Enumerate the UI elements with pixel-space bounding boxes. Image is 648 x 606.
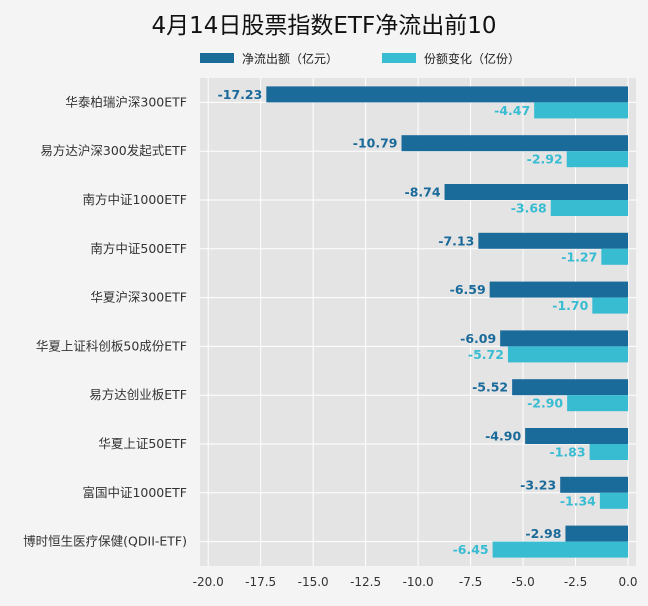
legend-swatch-net-outflow [200, 53, 234, 63]
x-tick-label: -17.5 [245, 575, 276, 589]
bar-share-change [589, 444, 628, 460]
bar-net-outflow [512, 379, 628, 396]
category-label: 华夏沪深300ETF [90, 290, 187, 305]
legend-swatch-share-change [382, 53, 416, 63]
category-label: 华泰柏瑞沪深300ETF [65, 94, 187, 109]
category-label: 富国中证1000ETF [82, 485, 187, 500]
x-tick-label: -12.5 [350, 575, 381, 589]
bar-share-change [492, 541, 628, 558]
data-label-net-outflow: -5.52 [472, 380, 508, 395]
bar-net-outflow [500, 330, 628, 347]
legend-label-share-change: 份额变化（亿份） [424, 52, 521, 66]
data-label-net-outflow: -6.09 [460, 331, 496, 346]
category-label: 博时恒生医疗保健(QDII-ETF) [23, 534, 187, 549]
bar-net-outflow [565, 525, 628, 542]
x-tick-label: -2.5 [564, 575, 587, 589]
x-tick-label: 0.0 [618, 575, 637, 589]
data-label-share-change: -2.92 [527, 152, 563, 167]
category-label: 易方达创业板ETF [89, 387, 187, 402]
category-label: 南方中证500ETF [90, 241, 187, 256]
data-label-net-outflow: -6.59 [450, 282, 486, 297]
data-label-net-outflow: -8.74 [405, 185, 441, 200]
x-tick-label: -7.5 [459, 575, 482, 589]
bar-net-outflow [401, 135, 628, 152]
bar-share-change [566, 151, 628, 168]
data-label-share-change: -5.72 [468, 347, 504, 362]
bar-net-outflow [489, 281, 628, 298]
data-label-net-outflow: -17.23 [218, 87, 263, 102]
data-label-share-change: -6.45 [453, 542, 489, 557]
category-label: 南方中证1000ETF [82, 192, 187, 207]
bar-share-change [599, 492, 628, 509]
data-label-share-change: -3.68 [511, 201, 547, 216]
bar-share-change [534, 102, 628, 119]
category-label: 华夏上证50ETF [98, 436, 187, 451]
x-tick-label: -10.0 [403, 575, 434, 589]
data-label-net-outflow: -2.98 [525, 526, 561, 541]
bar-net-outflow [478, 232, 628, 249]
bar-share-change [507, 346, 628, 363]
data-label-net-outflow: -10.79 [353, 136, 398, 151]
data-label-net-outflow: -4.90 [485, 429, 521, 444]
data-label-share-change: -2.90 [527, 396, 563, 411]
data-label-share-change: -4.47 [494, 103, 530, 118]
category-label: 易方达沪深300发起式ETF [40, 143, 187, 158]
data-label-net-outflow: -3.23 [520, 477, 556, 492]
bar-share-change [592, 297, 628, 314]
data-label-share-change: -1.27 [561, 249, 597, 264]
bar-net-outflow [266, 86, 628, 103]
bar-net-outflow [525, 428, 628, 444]
chart-title: 4月14日股票指数ETF净流出前10 [151, 13, 497, 39]
category-label: 华夏上证科创板50成份ETF [36, 338, 187, 353]
data-label-share-change: -1.34 [560, 493, 596, 508]
bar-share-change [567, 395, 628, 412]
data-label-share-change: -1.83 [550, 445, 586, 460]
bar-share-change [601, 248, 628, 265]
x-tick-label: -5.0 [511, 575, 534, 589]
bar-net-outflow [560, 476, 628, 493]
legend-label-net-outflow: 净流出额（亿元） [242, 52, 339, 66]
bar-net-outflow [444, 184, 628, 200]
data-label-net-outflow: -7.13 [438, 233, 474, 248]
x-tick-label: -15.0 [298, 575, 329, 589]
data-label-share-change: -1.70 [552, 298, 588, 313]
bar-share-change [550, 200, 628, 216]
x-tick-label: -20.0 [193, 575, 224, 589]
